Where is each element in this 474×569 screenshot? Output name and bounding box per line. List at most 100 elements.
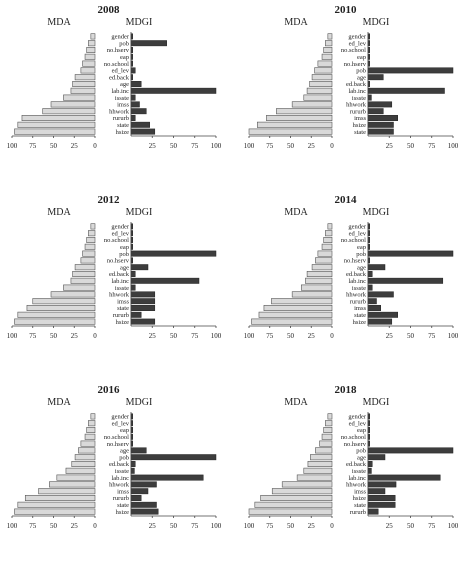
mdgi-bar-ed.back: [367, 461, 373, 467]
tick-label: 100: [244, 332, 255, 340]
tick-label: 25: [386, 332, 394, 340]
variable-label: gender: [111, 414, 130, 421]
mdgi-bar-ed.back: [130, 271, 136, 277]
tick-label: 75: [266, 332, 274, 340]
variable-label: imss: [117, 488, 129, 495]
mda-bar-ed_lev: [88, 230, 96, 237]
mda-bar-eap: [321, 243, 333, 250]
variable-label: pob: [119, 454, 129, 461]
variable-label: lab.inc: [348, 88, 366, 95]
mda-bar-age: [72, 81, 96, 88]
tick-label: 25: [308, 332, 316, 340]
tick-label: 75: [266, 522, 274, 530]
variable-label: age: [120, 264, 129, 271]
mda-bar-no.school: [86, 237, 96, 244]
tick-label: 25: [149, 142, 157, 150]
mdgi-bar-ed.back: [130, 461, 136, 467]
variable-label: ed.back: [346, 461, 367, 468]
tick-label: 100: [448, 522, 459, 530]
variable-label: ed.back: [109, 271, 130, 278]
mda-bar-state: [258, 311, 333, 318]
variable-label: eap: [357, 427, 366, 434]
variable-label: eap: [357, 54, 366, 61]
chart-title: 2010: [335, 4, 358, 16]
variable-label: issste: [352, 468, 366, 475]
mdgi-bar-issste: [367, 284, 373, 291]
mdgi-bar-hsize: [367, 318, 393, 325]
variable-label: issste: [115, 468, 129, 475]
mdgi-bar-hhwork: [367, 101, 393, 108]
mda-bar-imss: [50, 101, 96, 108]
variable-label: state: [117, 122, 129, 129]
mda-bar-hsize: [14, 318, 96, 325]
tick-label: 50: [287, 142, 295, 150]
chart-panel-0: 2008 MDA MDGI genderpobno.hserveapno.school…: [7, 4, 222, 150]
tick-label: 100: [211, 332, 222, 340]
mdgi-bar-rururb: [130, 495, 142, 501]
mda-bar-state: [17, 121, 96, 128]
variable-label: rururb: [113, 495, 129, 502]
variable-label: no.school: [104, 434, 129, 441]
variable-label: lab.inc: [348, 475, 366, 482]
tick-label: 25: [71, 142, 79, 150]
tick-label: 75: [29, 332, 37, 340]
variable-label: ed_lev: [349, 40, 367, 47]
mda-bar-ed_lev: [325, 420, 333, 427]
mda-bar-eap: [321, 53, 333, 60]
variable-label: age: [357, 264, 366, 271]
mdgi-bar-lab.inc: [367, 277, 444, 284]
mdgi-bar-hhwork: [130, 108, 147, 115]
chart-title: 2012: [98, 194, 121, 206]
mda-bar-age: [78, 447, 96, 454]
mda-bar-issste: [303, 467, 333, 474]
mdgi-bar-rururb: [367, 298, 377, 305]
mdgi-bar-rururb: [130, 311, 142, 318]
mdgi-bar-state: [130, 501, 157, 508]
tick-label: 50: [50, 332, 58, 340]
variable-label: ed.back: [109, 461, 130, 468]
chart-title: 2016: [98, 384, 121, 396]
variable-label: eap: [120, 54, 129, 61]
tick-label: 75: [29, 142, 37, 150]
variable-label: no.hserv: [107, 441, 130, 448]
tick-label: 100: [7, 142, 18, 150]
tick-label: 25: [149, 332, 157, 340]
mda-bar-no.school: [323, 46, 333, 53]
tick-label: 50: [287, 332, 295, 340]
variable-label: no.hserv: [107, 47, 130, 54]
mdgi-bar-imss: [367, 488, 386, 495]
tick-label: 25: [149, 522, 157, 530]
mda-bar-hsize: [260, 494, 333, 501]
chart-title: 2018: [335, 384, 358, 396]
mda-bar-hsize: [14, 508, 96, 515]
mda-bar-ed.back: [72, 270, 96, 277]
mda-bar-eap: [84, 53, 96, 60]
mdgi-bar-imss: [130, 101, 140, 108]
mdgi-bar-pob: [130, 454, 217, 461]
variable-label: rururb: [350, 108, 366, 115]
tick-label: 50: [287, 522, 295, 530]
mdgi-bar-hsize: [367, 121, 394, 128]
variable-label: gender: [348, 414, 367, 421]
mdgi-heading: MDGI: [363, 207, 390, 218]
tick-label: 100: [211, 142, 222, 150]
variable-label: hsize: [353, 122, 366, 129]
mda-bar-no.hserv: [80, 257, 96, 264]
mda-heading: MDA: [284, 17, 308, 28]
mda-bar-pob: [74, 454, 96, 461]
tick-label: 75: [191, 522, 199, 530]
variable-label: issste: [352, 285, 366, 292]
tick-label: 75: [428, 332, 436, 340]
mdgi-bar-lab.inc: [367, 474, 441, 481]
mda-bar-rururb: [248, 508, 333, 515]
chart-panel-5: 2018 MDA MDGI gendered_leveapno.schoolno.hs…: [244, 384, 459, 530]
mdgi-heading: MDGI: [126, 17, 153, 28]
mda-bar-state: [17, 501, 96, 508]
mdgi-bar-age: [130, 447, 147, 454]
mda-bar-rururb: [271, 298, 333, 305]
mda-bar-issste: [303, 94, 333, 101]
mdgi-bar-issste: [130, 94, 136, 101]
variable-label: state: [117, 305, 129, 312]
mdgi-bar-issste: [367, 94, 372, 101]
tick-label: 25: [71, 332, 79, 340]
